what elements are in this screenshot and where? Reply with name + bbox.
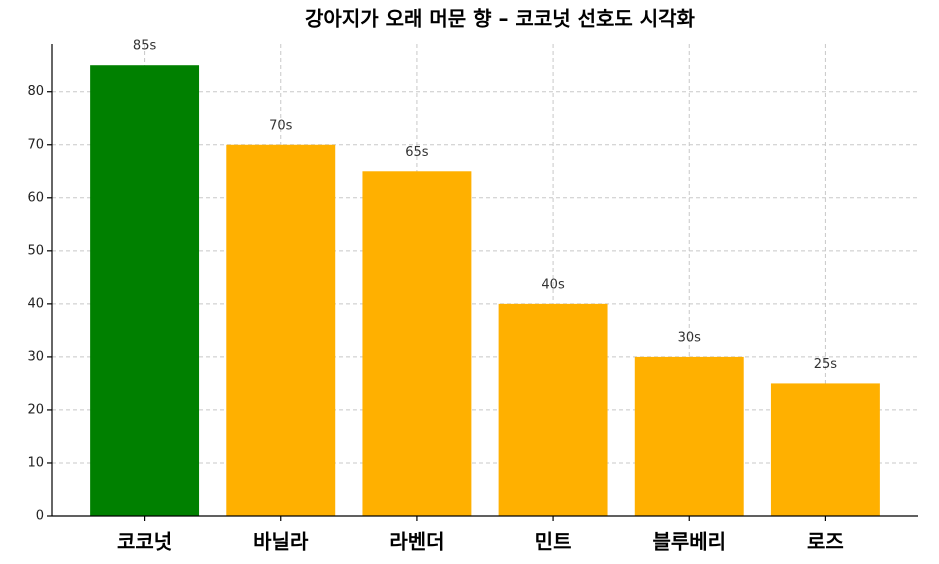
x-tick-label: 라벤더 (389, 530, 444, 554)
y-tick-label: 0 (36, 509, 44, 524)
value-label: 85s (133, 39, 157, 54)
value-label: 65s (405, 145, 429, 160)
bar (498, 303, 608, 516)
bar (362, 171, 472, 517)
bar (226, 144, 336, 516)
value-label: 25s (814, 357, 838, 372)
x-tick-label: 바닐라 (253, 530, 309, 554)
y-tick-label: 60 (27, 190, 44, 205)
value-label: 40s (541, 277, 565, 292)
y-tick-label: 30 (27, 349, 44, 364)
bar (770, 383, 880, 516)
x-tick-label: 블루베리 (652, 530, 726, 554)
y-tick-label: 70 (27, 137, 44, 152)
y-tick-label: 50 (27, 243, 44, 258)
y-tick-label: 80 (27, 84, 44, 99)
x-tick-label: 민트 (535, 530, 572, 554)
chart-title: 강아지가 오래 머문 향 – 코코넛 선호도 시각화 (305, 7, 696, 31)
bar (634, 356, 744, 516)
y-tick-label: 20 (27, 402, 44, 417)
y-tick-label: 10 (27, 455, 44, 470)
value-label: 70s (269, 118, 293, 133)
bar (90, 65, 200, 516)
value-label: 30s (678, 330, 702, 345)
y-tick-label: 40 (27, 296, 44, 311)
x-tick-label: 코코넛 (117, 530, 172, 554)
x-tick-label: 로즈 (807, 530, 844, 554)
